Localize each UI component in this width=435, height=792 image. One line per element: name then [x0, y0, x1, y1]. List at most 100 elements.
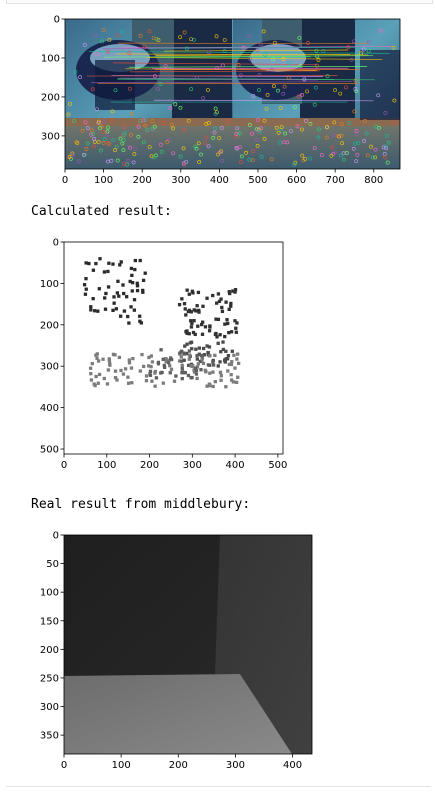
y-tick-label: 50 — [46, 559, 59, 570]
disparity-point — [185, 288, 189, 292]
disparity-point — [218, 370, 223, 374]
disparity-point — [191, 330, 196, 335]
x-tick-label: 200 — [169, 760, 188, 771]
disparity-point — [196, 290, 201, 295]
disparity-point — [179, 355, 183, 359]
disparity-point — [234, 326, 238, 330]
x-tick-label: 100 — [112, 760, 131, 771]
disparity-point — [211, 370, 215, 374]
disparity-points — [82, 257, 241, 389]
disparity-point — [197, 308, 201, 313]
disparity-point — [148, 369, 153, 374]
x-tick-label: 500 — [268, 460, 287, 471]
disparity-point — [141, 288, 145, 293]
disparity-point — [223, 334, 227, 339]
disparity-point — [91, 268, 96, 272]
disparity-point — [87, 261, 91, 266]
disparity-point — [94, 353, 98, 357]
disparity-point — [233, 319, 237, 323]
disparity-point — [205, 296, 209, 300]
disparity-point — [122, 309, 127, 313]
disparity-point — [153, 369, 157, 374]
disparity-point — [130, 280, 135, 285]
disparity-point — [180, 363, 184, 368]
disparity-point — [211, 384, 215, 389]
disparity-point — [230, 360, 234, 364]
disparity-point — [123, 367, 128, 371]
disparity-point — [111, 262, 115, 266]
disparity-point — [207, 345, 212, 349]
disparity-point — [236, 361, 241, 366]
disparity-point — [106, 368, 111, 372]
disparity-point — [168, 364, 172, 368]
disparity-point — [231, 380, 235, 384]
disparity-point — [214, 317, 218, 321]
disparity-map-image — [64, 535, 312, 754]
disparity-point — [207, 329, 212, 333]
disparity-point — [147, 355, 151, 360]
disparity-point — [219, 374, 223, 378]
disparity-point — [105, 382, 110, 386]
disparity-point — [113, 375, 118, 380]
disparity-point — [167, 360, 171, 365]
disparity-point — [94, 261, 98, 266]
x-tick-label: 800 — [364, 175, 383, 186]
disparity-point — [223, 358, 227, 362]
disparity-point — [211, 360, 215, 364]
disparity-point — [102, 376, 106, 381]
disparity-point — [107, 358, 112, 363]
disparity-point — [226, 353, 231, 358]
disparity-point — [194, 372, 199, 376]
disparity-point — [200, 320, 205, 324]
disparity-point — [143, 271, 147, 275]
disparity-point — [139, 321, 143, 325]
disparity-point — [106, 285, 111, 289]
disparity-point — [193, 332, 197, 337]
calculated-result-label: Calculated result: — [31, 204, 172, 219]
disparity-point — [141, 290, 145, 294]
disparity-point — [96, 381, 100, 385]
y-tick-label: 100 — [40, 588, 59, 599]
disparity-point — [197, 346, 202, 350]
x-tick-label: 500 — [248, 175, 267, 186]
disparity-point — [116, 279, 120, 283]
disparity-point — [82, 283, 87, 287]
disparity-point — [201, 346, 206, 351]
disparity-point — [141, 364, 146, 369]
disparity-point — [208, 383, 212, 388]
disparity-point — [84, 277, 88, 281]
disparity-point — [127, 361, 132, 365]
disparity-point — [232, 353, 236, 357]
disparity-point — [161, 381, 165, 385]
disparity-point — [183, 307, 187, 311]
disparity-point — [160, 370, 164, 375]
disparity-point — [131, 356, 135, 361]
disparity-point — [220, 309, 225, 314]
disparity-point — [150, 379, 154, 383]
disparity-point — [130, 289, 134, 293]
disparity-point — [161, 357, 165, 361]
disparity-point — [135, 288, 140, 293]
disparity-point — [190, 289, 194, 293]
disparity-point — [216, 317, 221, 322]
disparity-point — [90, 361, 94, 366]
disparity-point — [133, 258, 137, 263]
disparity-point — [98, 257, 102, 261]
disparity-point — [201, 304, 205, 308]
disparity-point — [187, 332, 191, 336]
disparity-point — [189, 319, 193, 323]
disparity-point — [103, 307, 108, 311]
disparity-point — [216, 364, 220, 368]
x-tick-label: 0 — [62, 175, 68, 186]
disparity-point — [159, 348, 163, 352]
disparity-point — [112, 301, 116, 305]
disparity-point — [198, 359, 202, 364]
disparity-point — [106, 269, 110, 274]
disparity-point — [117, 355, 122, 360]
y-tick-label: 400 — [40, 403, 59, 414]
disparity-point — [127, 321, 131, 325]
disparity-point — [183, 371, 187, 375]
ground-truth-disparity-figure: 0 100 200 300 400 0 50 100 150 200 250 300 350 — [40, 531, 313, 771]
disparity-point — [202, 353, 207, 357]
disparity-point — [184, 313, 188, 317]
